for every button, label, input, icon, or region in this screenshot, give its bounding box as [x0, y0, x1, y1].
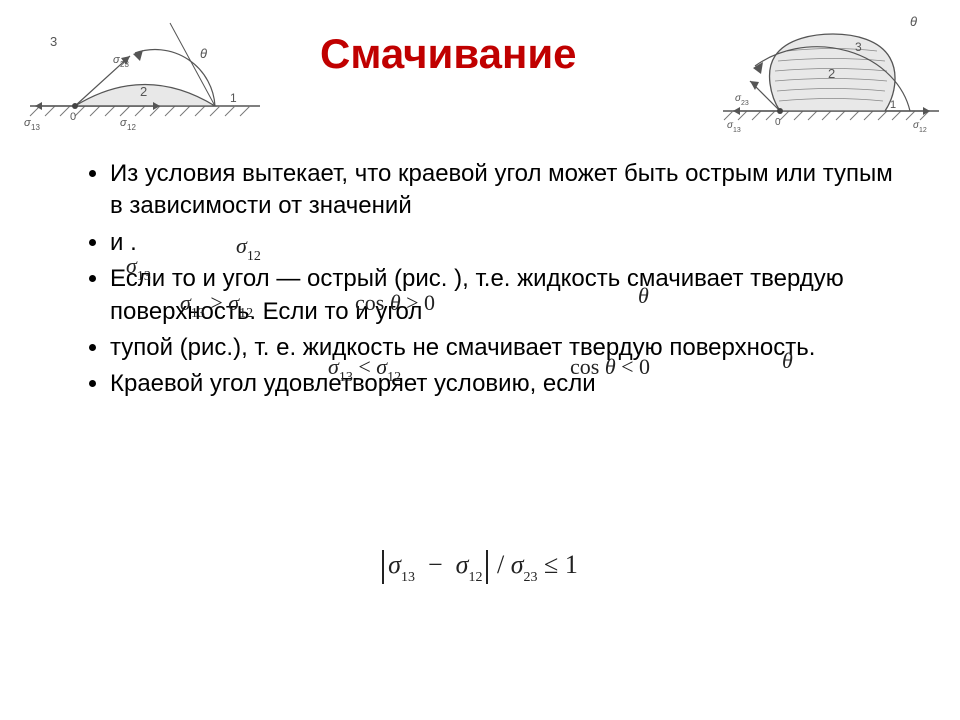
math-theta-2: θ [782, 348, 793, 374]
math-cosgt0: cos θ > 0 [355, 290, 435, 316]
svg-text:θ: θ [910, 14, 917, 29]
svg-text:1: 1 [890, 99, 896, 111]
math-sigma13-a: σ13 [126, 253, 151, 283]
svg-text:12: 12 [919, 127, 927, 134]
svg-text:2: 2 [140, 84, 147, 99]
math-ineq-1: σ13 > σ12 [180, 290, 253, 320]
bullet-2: и . [110, 227, 902, 259]
slide: σ13 σ12 σ23 θ 3 2 1 0 [0, 0, 960, 720]
svg-text:12: 12 [127, 123, 136, 132]
svg-text:0: 0 [775, 117, 781, 128]
svg-text:1: 1 [230, 91, 237, 105]
svg-text:θ: θ [200, 46, 207, 61]
bullet-1: Из условия вытекает, что краевой угол мо… [110, 158, 902, 223]
svg-text:3: 3 [855, 40, 862, 54]
figure-obtuse-angle: θ 3 2 σ23 σ13 σ12 1 0 [715, 6, 947, 136]
svg-text:0: 0 [70, 111, 76, 123]
math-sigma12-a: σ12 [236, 233, 261, 263]
math-ineq-2: σ13 < σ12 [328, 354, 401, 384]
body-bullets: Из условия вытекает, что краевой угол мо… [82, 158, 902, 405]
svg-text:23: 23 [741, 100, 749, 107]
svg-text:3: 3 [50, 34, 57, 49]
svg-text:13: 13 [733, 127, 741, 134]
svg-text:13: 13 [31, 123, 40, 132]
final-equation: σ13 − σ12 / σ23 ≤ 1 [0, 550, 960, 584]
math-coslt0: cos θ < 0 [570, 354, 650, 380]
figure-acute-angle: σ13 σ12 σ23 θ 3 2 1 0 [20, 8, 270, 133]
svg-text:σ: σ [113, 54, 120, 66]
svg-text:σ: σ [24, 117, 31, 129]
svg-text:23: 23 [120, 60, 129, 69]
svg-text:σ: σ [120, 117, 127, 129]
slide-title: Смачивание [320, 30, 577, 78]
svg-text:2: 2 [828, 66, 835, 81]
math-theta-1: θ [638, 283, 649, 309]
